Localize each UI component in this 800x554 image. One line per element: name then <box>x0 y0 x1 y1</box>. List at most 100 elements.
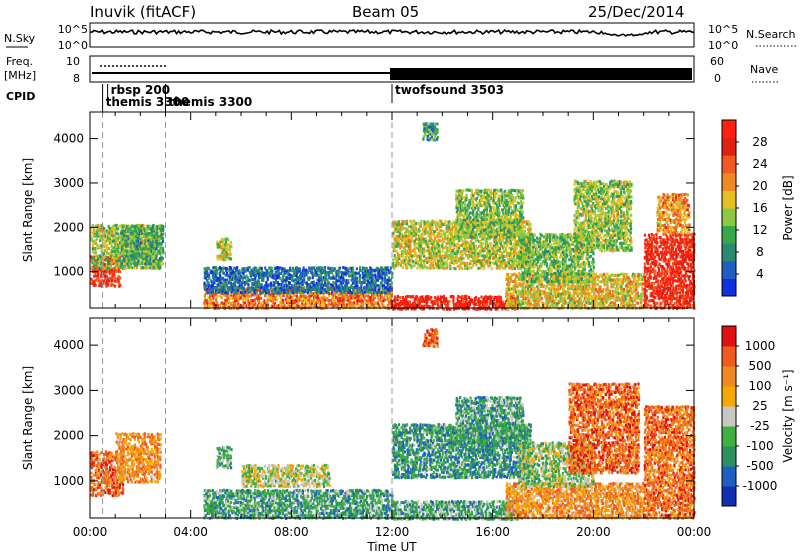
echo-cell <box>264 288 268 291</box>
echo-cell <box>457 222 461 226</box>
echo-cell <box>480 194 483 198</box>
echo-cell <box>506 241 510 245</box>
echo-cell <box>395 302 398 306</box>
echo-cell <box>144 254 147 258</box>
echo-cell <box>488 235 491 239</box>
echo-cell <box>462 300 465 304</box>
echo-cell <box>437 263 440 267</box>
echo-cell <box>474 206 477 210</box>
echo-cell <box>331 302 334 305</box>
echo-cell <box>139 241 142 245</box>
echo-cell <box>407 237 410 241</box>
echo-cell <box>514 252 517 255</box>
echo-cell <box>489 189 493 192</box>
echo-cell <box>160 234 163 238</box>
echo-cell <box>470 194 473 198</box>
echo-cell <box>104 239 107 243</box>
echo-cell <box>413 219 416 223</box>
echo-cell <box>332 289 335 293</box>
echo-cell <box>253 279 257 283</box>
echo-cell <box>258 286 261 290</box>
echo-cell <box>425 295 429 299</box>
echo-cell <box>474 244 477 248</box>
echo-cell <box>203 301 206 305</box>
echo-cell <box>281 286 284 290</box>
echo-cell <box>234 267 237 270</box>
echo-cell <box>456 305 459 309</box>
echo-cell <box>234 299 237 303</box>
echo-cell <box>102 282 105 285</box>
echo-cell <box>127 225 130 229</box>
echo-cell <box>304 301 307 305</box>
echo-cell <box>470 191 473 195</box>
echo-cell <box>441 222 444 226</box>
echo-cell <box>501 251 504 255</box>
echo-cell <box>393 266 396 269</box>
echo-cell <box>226 299 229 303</box>
echo-cell <box>152 245 155 248</box>
echo-cell <box>393 303 396 307</box>
echo-cell <box>225 250 228 254</box>
echo-cell <box>307 291 310 295</box>
echo-cell <box>501 266 504 270</box>
echo-cell <box>465 297 468 301</box>
echo-cell <box>341 298 345 302</box>
echo-cell <box>110 244 113 248</box>
echo-cell <box>285 284 288 288</box>
echo-cell <box>297 280 300 284</box>
echo-cell <box>94 249 97 253</box>
echo-cell <box>495 228 498 232</box>
echo-cell <box>97 279 100 283</box>
echo-cell <box>444 221 447 225</box>
echo-cell <box>287 285 290 289</box>
echo-cell <box>242 286 245 290</box>
echo-cell <box>474 256 477 260</box>
echo-cell <box>255 307 258 311</box>
cpid-program-label: themis 3300 <box>106 95 190 109</box>
echo-cell <box>484 208 487 212</box>
echo-cell <box>96 230 99 234</box>
echo-cell <box>367 274 370 277</box>
echo-cell <box>146 258 149 262</box>
echo-cell <box>283 304 286 308</box>
echo-cell <box>336 273 339 277</box>
echo-cell <box>134 229 137 233</box>
echo-cell <box>290 291 293 295</box>
echo-cell <box>259 276 262 279</box>
echo-cell <box>294 268 297 272</box>
echo-cell <box>339 291 342 295</box>
echo-cell <box>235 298 239 302</box>
echo-cell <box>397 242 400 246</box>
echo-cell <box>492 212 495 216</box>
echo-cell <box>276 276 279 280</box>
echo-cell <box>231 301 234 304</box>
echo-cell <box>320 299 323 303</box>
echo-cell <box>337 301 341 305</box>
echo-cell <box>106 278 109 282</box>
echo-cell <box>274 271 277 274</box>
echo-cell <box>319 301 322 305</box>
echo-cell <box>413 246 416 250</box>
echo-cell <box>483 254 486 258</box>
echo-cell <box>439 254 442 258</box>
echo-cell <box>114 256 117 260</box>
echo-cell <box>371 279 374 283</box>
echo-cell <box>297 289 300 292</box>
echo-cell <box>265 286 268 289</box>
echo-cell <box>237 298 240 302</box>
echo-cell <box>120 247 123 251</box>
echo-cell <box>115 266 118 270</box>
nave-tick-bottom: 0 <box>714 72 721 85</box>
echo-cell <box>514 240 517 244</box>
nave-label: Nave <box>750 63 778 76</box>
echo-cell <box>381 299 384 303</box>
echo-cell <box>297 286 300 289</box>
echo-cell <box>330 299 333 303</box>
echo-cell <box>477 228 480 232</box>
echo-cell <box>495 188 498 192</box>
echo-cell <box>125 227 128 231</box>
echo-cell <box>486 303 489 307</box>
echo-cell <box>156 262 159 266</box>
echo-cell <box>397 262 400 265</box>
echo-cell <box>396 259 399 263</box>
